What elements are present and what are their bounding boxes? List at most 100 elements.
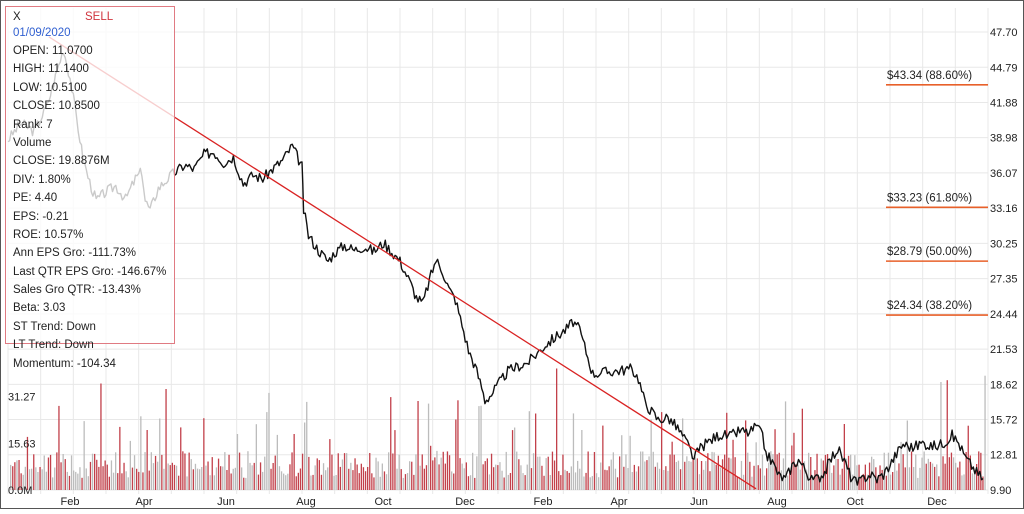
- volume-bar: [759, 468, 761, 490]
- volume-bar: [16, 460, 18, 490]
- price-tick-label: 44.79: [990, 62, 1018, 74]
- volume-bar: [406, 473, 409, 490]
- volume-bar: [751, 476, 753, 490]
- volume-bar: [262, 471, 264, 490]
- volume-bar: [797, 464, 799, 490]
- volume-bar: [978, 451, 980, 490]
- volume-bar: [976, 464, 978, 490]
- volume-bar: [186, 476, 188, 490]
- volume-bar: [902, 454, 904, 490]
- volume-bar: [919, 467, 921, 490]
- volume-bar: [753, 465, 755, 490]
- volume-bar: [49, 454, 52, 490]
- volume-bar: [621, 435, 623, 490]
- volume-bar: [314, 465, 316, 490]
- volume-bar: [793, 432, 795, 490]
- volume-bar: [724, 454, 726, 490]
- price-tick-label: 47.70: [990, 27, 1018, 39]
- volume-bar: [388, 452, 390, 490]
- volume-bar: [936, 464, 938, 490]
- volume-bar: [600, 462, 602, 490]
- volume-bar: [432, 460, 434, 490]
- volume-bar: [436, 450, 438, 490]
- volume-bar: [925, 463, 927, 490]
- volume-bar: [255, 424, 257, 490]
- volume-bar: [833, 465, 835, 490]
- volume-bar: [589, 477, 591, 490]
- price-axis: 47.70 44.79 41.88 38.98 36.07 33.16 30.25 27.35…: [990, 27, 1018, 497]
- volume-bar: [816, 453, 818, 490]
- volume-bar: [129, 440, 131, 490]
- volume-bar: [814, 470, 816, 490]
- volume-bar: [419, 465, 421, 490]
- volume-bar: [749, 461, 751, 490]
- volume-bar: [444, 463, 446, 490]
- volume-bar: [337, 453, 339, 490]
- price-tick-label: 15.72: [990, 414, 1018, 426]
- volume-bar: [278, 466, 281, 490]
- volume-bar: [396, 468, 398, 490]
- volume-bar: [728, 457, 730, 490]
- info-row: ROE: 10.57%: [13, 228, 84, 241]
- volume-bar: [514, 427, 516, 490]
- volume-bar: [409, 461, 411, 490]
- volume-bar: [507, 474, 509, 490]
- volume-bar: [18, 460, 20, 490]
- volume-bar: [196, 468, 199, 490]
- volume-bar: [556, 368, 558, 490]
- volume-bar: [745, 420, 747, 490]
- info-row: Ann EPS Gro: -111.73%: [13, 247, 136, 260]
- volume-bar: [923, 451, 925, 490]
- volume-bar: [398, 454, 400, 490]
- volume-bar: [251, 465, 253, 490]
- volume-bar: [215, 467, 218, 490]
- volume-bar: [167, 463, 169, 490]
- volume-bar: [291, 452, 293, 490]
- volume-bar: [201, 467, 203, 490]
- price-tick-label: 9.90: [990, 485, 1011, 497]
- volume-bar: [652, 451, 654, 490]
- volume-bar: [577, 460, 579, 490]
- volume-bar: [625, 454, 627, 490]
- volume-bar: [39, 467, 41, 490]
- fib-level-label: $33.23 (61.80%): [887, 192, 972, 204]
- info-row: HIGH: 11.1400: [13, 63, 89, 76]
- volume-tick-label: 31.27: [8, 392, 36, 404]
- volume-bar: [579, 468, 581, 490]
- volume-bar: [721, 459, 724, 490]
- volume-bar: [669, 454, 671, 490]
- info-row: CLOSE: 19.8876M: [13, 155, 110, 168]
- volume-bar: [539, 456, 541, 490]
- volume-bar: [163, 468, 165, 490]
- volume-bar: [549, 475, 551, 490]
- volume-bar: [154, 455, 157, 490]
- volume-bar: [665, 466, 667, 490]
- month-tick-label: Feb: [61, 496, 80, 508]
- volume-bar: [688, 461, 690, 490]
- volume-bar: [934, 466, 936, 490]
- info-row: Volume: [13, 136, 52, 149]
- volume-bar: [879, 465, 881, 490]
- volume-bar: [810, 457, 812, 490]
- volume-bar: [474, 477, 476, 490]
- volume-bar: [121, 473, 123, 490]
- volume-bar: [184, 453, 186, 490]
- volume-bar: [301, 453, 304, 490]
- volume-bar: [224, 452, 226, 490]
- volume-bar: [41, 469, 43, 490]
- volume-bar: [85, 468, 87, 490]
- volume-bar: [394, 430, 396, 490]
- volume-bar: [837, 459, 839, 490]
- volume-bar: [690, 461, 692, 490]
- volume-bar: [157, 461, 159, 490]
- volume-bar: [623, 466, 625, 490]
- volume-bar: [79, 467, 81, 490]
- volume-bar: [64, 459, 66, 490]
- volume-bar: [220, 466, 222, 490]
- volume-bar: [148, 470, 150, 490]
- volume-bar: [161, 454, 163, 490]
- volume-bar: [627, 468, 629, 490]
- volume-bar: [190, 459, 192, 490]
- volume-bar: [226, 470, 228, 490]
